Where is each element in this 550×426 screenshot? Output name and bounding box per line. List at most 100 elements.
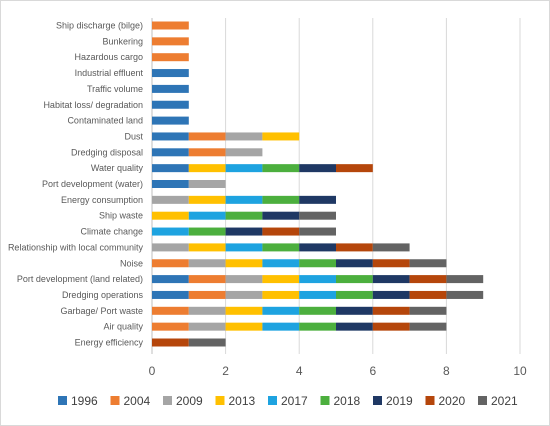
bar-segment xyxy=(446,275,484,284)
bar-segment xyxy=(262,259,300,268)
legend-swatch xyxy=(425,396,435,405)
bar-segment xyxy=(188,132,226,141)
category-label: Ship waste xyxy=(99,211,143,221)
bar-segment xyxy=(152,195,189,204)
bar-segment xyxy=(299,211,336,220)
bar-segment xyxy=(225,195,263,204)
category-label: Industrial effluent xyxy=(75,68,144,78)
bar-segment xyxy=(225,211,263,220)
bar-segment xyxy=(225,290,263,299)
legend-swatch xyxy=(320,396,330,405)
bar-segment xyxy=(299,290,336,299)
bar-segment xyxy=(188,211,226,220)
bar-segment xyxy=(409,259,447,268)
bar-segment xyxy=(152,243,189,252)
bar-segment xyxy=(188,195,226,204)
category-label: Bunkering xyxy=(102,36,143,46)
bar-segment xyxy=(225,243,263,252)
bar-segment xyxy=(372,290,410,299)
bar-segment xyxy=(152,164,189,173)
bar-segment xyxy=(152,84,189,93)
bar-segment xyxy=(409,322,447,331)
bar-segment xyxy=(152,53,189,62)
bar-segment xyxy=(225,148,263,157)
category-label: Energy efficiency xyxy=(75,338,144,348)
bar-segment xyxy=(188,275,226,284)
category-label: Port development (land related) xyxy=(17,274,143,284)
category-label: Dredging disposal xyxy=(71,147,143,157)
legend-swatch xyxy=(373,396,382,405)
bar-segment xyxy=(188,180,226,188)
bar-segment xyxy=(152,69,189,78)
x-tick-label: 2 xyxy=(222,364,229,378)
category-label: Habitat loss/ degradation xyxy=(43,100,143,110)
bar-segment xyxy=(262,227,300,236)
bar-segment xyxy=(409,306,447,315)
bar-segment xyxy=(188,338,226,347)
category-label: Garbage/ Port waste xyxy=(60,306,143,316)
x-tick-label: 4 xyxy=(296,364,303,378)
bar-segment xyxy=(372,275,410,284)
category-label: Hazardous cargo xyxy=(74,52,143,62)
bar-segment xyxy=(188,290,226,299)
bar-segment xyxy=(299,195,336,204)
category-label: Noise xyxy=(120,258,143,268)
legend-label: 2018 xyxy=(334,394,361,408)
bar-segment xyxy=(336,243,373,252)
bar-segment xyxy=(225,275,263,284)
x-tick-label: 10 xyxy=(513,364,527,378)
bar-segment xyxy=(152,290,189,299)
category-label: Port development (water) xyxy=(42,179,143,189)
x-tick-label: 0 xyxy=(149,364,156,378)
x-tick-label: 6 xyxy=(369,364,376,378)
legend-label: 2013 xyxy=(229,394,256,408)
x-tick-label: 8 xyxy=(443,364,450,378)
category-label: Dust xyxy=(124,131,143,141)
category-labels: Ship discharge (bilge) Bunkering Hazardous… xyxy=(8,21,144,348)
bar-segment xyxy=(336,275,373,284)
legend-label: 2020 xyxy=(439,394,466,408)
bar-segment xyxy=(262,211,300,220)
bar-segment xyxy=(152,21,189,30)
bar-segment xyxy=(336,290,373,299)
bar-segment xyxy=(409,275,447,284)
bar-segment xyxy=(372,306,410,315)
bars xyxy=(152,21,484,347)
category-label: Ship discharge (bilge) xyxy=(56,21,143,31)
legend-swatch xyxy=(478,396,487,405)
category-label: Air quality xyxy=(103,322,143,332)
bar-segment xyxy=(372,322,410,331)
bar-segment xyxy=(152,338,189,347)
bar-segment xyxy=(262,132,300,141)
bar-segment xyxy=(152,132,189,141)
bar-segment xyxy=(446,290,484,299)
legend-swatch xyxy=(215,396,225,405)
category-label: Dredging operations xyxy=(62,290,144,300)
bar-segment xyxy=(188,148,226,157)
category-label: Water quality xyxy=(91,163,144,173)
bar-segment xyxy=(152,259,189,268)
bar-segment xyxy=(188,243,226,252)
bar-segment xyxy=(188,306,226,315)
x-tick-labels: 0 2 4 6 8 10 xyxy=(149,364,527,378)
bar-segment xyxy=(262,195,300,204)
bar-segment xyxy=(152,306,189,315)
bar-segment xyxy=(299,306,336,315)
legend-label: 2017 xyxy=(281,394,308,408)
bar-segment xyxy=(188,227,226,236)
bar-segment xyxy=(225,306,263,315)
bar-segment xyxy=(152,37,189,46)
bar-segment xyxy=(336,322,373,331)
bar-segment xyxy=(152,116,189,125)
category-label: Traffic volume xyxy=(87,84,143,94)
bar-segment xyxy=(152,100,189,109)
bar-segment xyxy=(225,164,263,173)
bar-segment xyxy=(225,259,263,268)
bar-segment xyxy=(225,132,263,141)
category-label: Relationship with local community xyxy=(8,242,144,252)
bar-segment xyxy=(299,322,336,331)
legend-swatch xyxy=(163,396,172,405)
bar-segment xyxy=(262,275,300,284)
bar-segment xyxy=(152,180,189,188)
